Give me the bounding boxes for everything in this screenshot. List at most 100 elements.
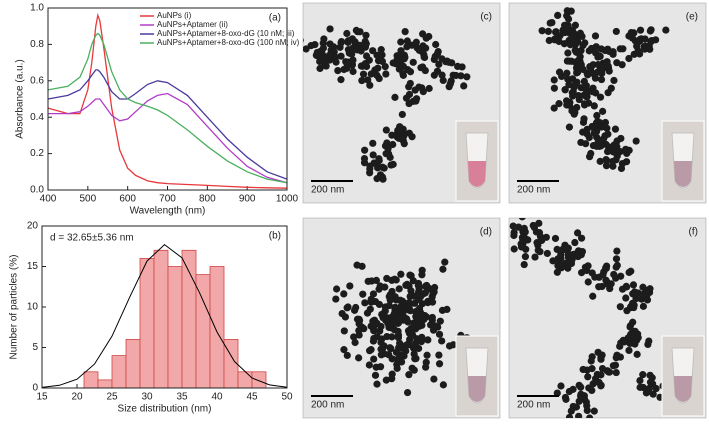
particle — [404, 66, 412, 74]
particle — [370, 355, 378, 363]
particle — [595, 273, 603, 281]
particle — [382, 376, 390, 384]
particle — [360, 159, 369, 167]
particle — [611, 361, 620, 369]
particle — [337, 76, 345, 84]
particle — [388, 131, 396, 139]
particle — [394, 355, 402, 363]
particle — [449, 341, 457, 349]
particle — [639, 283, 647, 291]
particle — [580, 77, 588, 85]
particle — [639, 371, 647, 379]
particle — [580, 91, 588, 99]
particle — [611, 125, 620, 133]
particle — [583, 402, 591, 410]
particle — [348, 35, 356, 43]
particle — [435, 360, 444, 368]
particle — [604, 130, 612, 138]
particle — [591, 32, 600, 40]
scale-label: 200 nm — [311, 400, 344, 411]
particle — [561, 24, 569, 32]
particle — [428, 298, 437, 306]
particle — [617, 272, 625, 280]
particle — [563, 57, 571, 65]
particle — [551, 234, 560, 243]
particle — [626, 322, 634, 330]
particle — [515, 223, 523, 231]
legend-label: AuNPs+Aptamer (ii) — [157, 20, 228, 29]
particle — [332, 285, 341, 293]
x-tick-label: 800 — [199, 194, 216, 205]
particle — [548, 18, 556, 27]
particle — [596, 119, 604, 127]
particle — [598, 364, 607, 373]
particle — [454, 62, 462, 71]
particle — [603, 124, 611, 132]
particle — [379, 314, 387, 322]
particle — [610, 141, 618, 149]
particle — [550, 84, 558, 92]
y-tick-label: 5 — [32, 342, 38, 353]
particles — [538, 7, 670, 173]
particle — [371, 371, 380, 379]
plot-frame — [47, 7, 288, 191]
particle — [612, 27, 620, 36]
particle — [649, 390, 657, 398]
particle — [425, 84, 433, 93]
tem-image: 200 nm (e) — [508, 2, 707, 204]
particle — [520, 260, 528, 269]
particle — [587, 65, 595, 73]
y-tick-label: 0.0 — [30, 185, 44, 196]
particle — [405, 371, 413, 379]
particle — [642, 290, 650, 298]
particles — [509, 218, 667, 418]
particle — [553, 389, 561, 397]
particle — [366, 165, 374, 173]
particle — [605, 67, 613, 75]
particle — [445, 58, 453, 66]
particle — [385, 351, 393, 359]
particle — [418, 321, 426, 329]
particle — [646, 378, 655, 386]
particle — [567, 7, 575, 15]
legend-label: AuNPs+Aptamer+8-oxo-dG (100 nM; iv) — [157, 38, 300, 47]
particle — [581, 39, 589, 47]
particle — [603, 147, 612, 156]
particle — [415, 46, 423, 54]
particle — [385, 314, 393, 322]
particle — [553, 268, 561, 276]
particle — [439, 381, 447, 389]
particle — [639, 302, 648, 310]
particle — [428, 313, 436, 322]
particle — [562, 395, 570, 403]
panel-label: (d) — [480, 227, 492, 238]
particle — [340, 327, 348, 335]
particle — [396, 123, 404, 131]
particle — [425, 32, 433, 41]
particle — [397, 270, 405, 278]
particle — [636, 26, 645, 34]
particle — [647, 26, 655, 34]
particle — [373, 319, 381, 327]
particle — [577, 47, 585, 55]
particle — [408, 133, 416, 141]
particle — [517, 243, 526, 251]
particle — [595, 378, 603, 387]
particle — [383, 139, 391, 147]
y-tick-label: 0.2 — [30, 148, 44, 159]
particle — [605, 368, 613, 376]
particle — [389, 160, 397, 168]
particle — [604, 45, 612, 53]
scale-label: 200 nm — [517, 400, 550, 411]
particle — [320, 60, 329, 68]
series-line — [47, 69, 288, 180]
particle — [438, 306, 447, 314]
particle — [616, 303, 624, 311]
particle — [337, 52, 345, 60]
particle — [577, 61, 585, 69]
particle — [460, 82, 468, 90]
particle — [593, 111, 601, 120]
particle — [580, 115, 588, 123]
particle — [376, 327, 384, 335]
